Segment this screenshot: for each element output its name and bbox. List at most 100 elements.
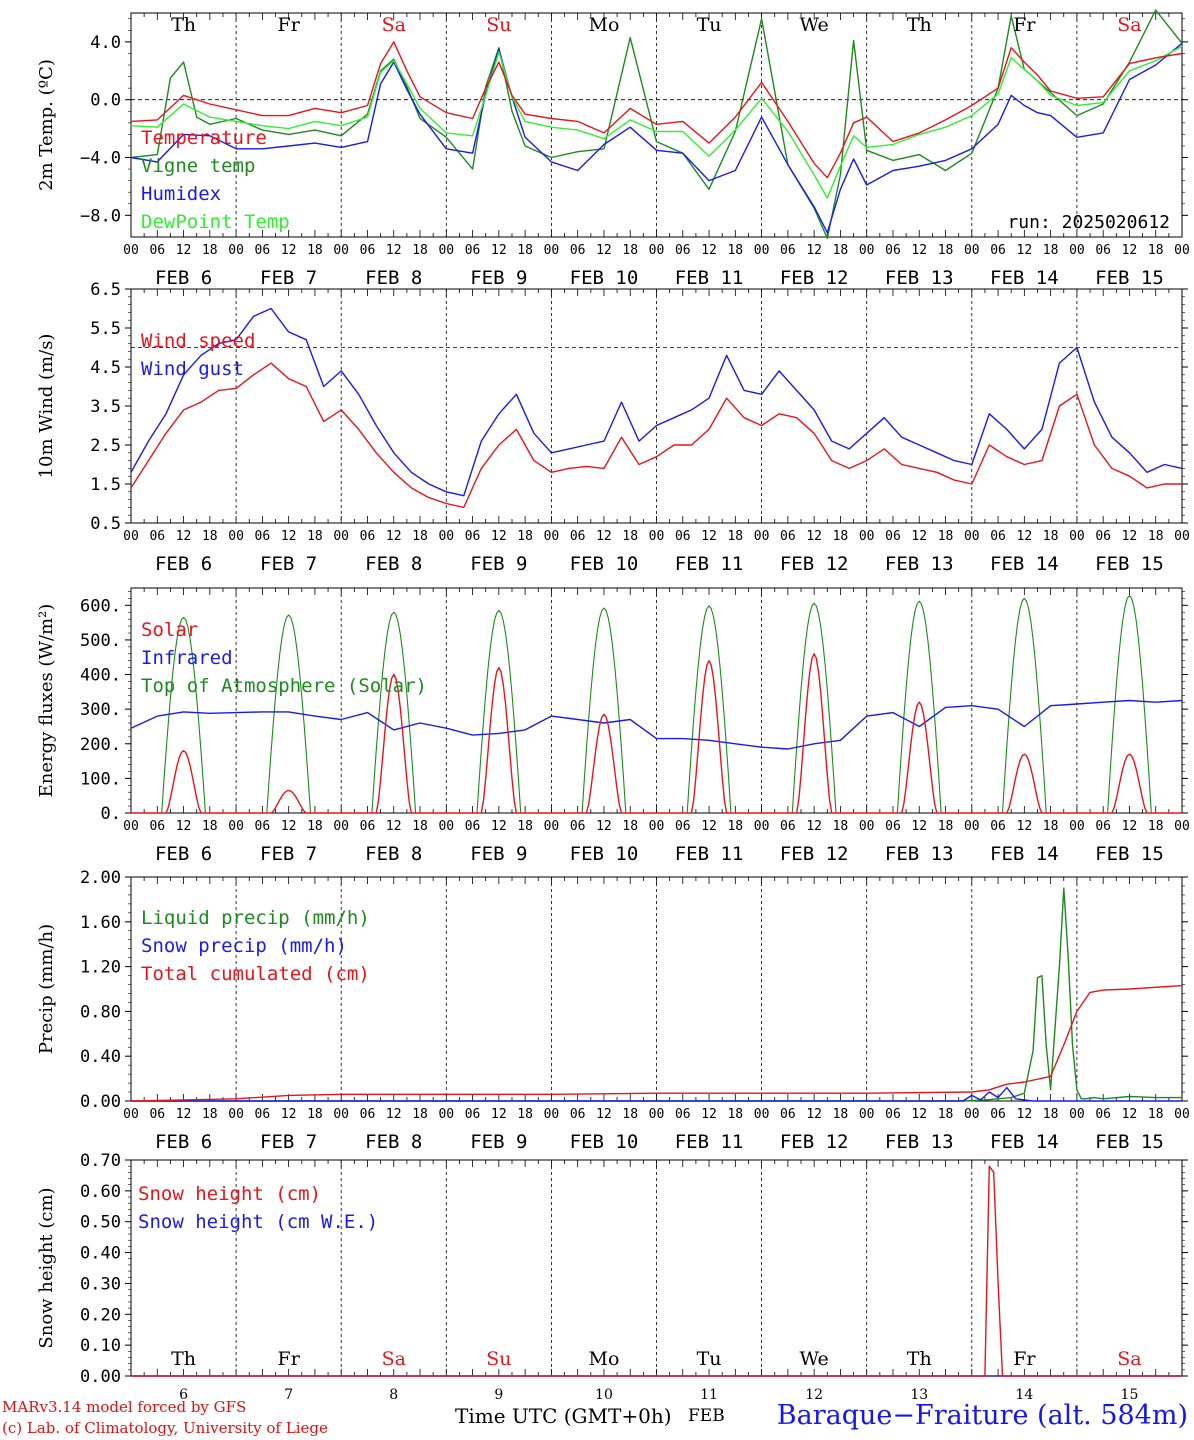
hour-tick-label: 00: [649, 243, 665, 258]
hour-tick-label: 06: [255, 1107, 271, 1122]
hour-tick-label: 12: [701, 1107, 717, 1122]
date-label: FEB 13: [885, 267, 954, 289]
hour-tick-label: 00: [964, 819, 980, 834]
hour-tick-label: 00: [333, 1107, 349, 1122]
hour-tick-label: 06: [465, 819, 481, 834]
hour-tick-label: 12: [1017, 1107, 1033, 1122]
date-label: FEB 12: [780, 267, 849, 289]
hour-tick-label: 18: [727, 243, 743, 258]
day-number-label: 14: [1015, 1387, 1033, 1403]
series-infrared: [130, 699, 1183, 750]
hour-tick-label: 06: [990, 243, 1006, 258]
hour-tick-label: 12: [386, 819, 402, 834]
hour-tick-label: 12: [806, 243, 822, 258]
y-tick-label: 1.60: [80, 913, 121, 933]
hour-tick-label: 18: [1043, 243, 1059, 258]
hour-tick-label: 00: [438, 819, 454, 834]
day-number-label: 10: [595, 1387, 613, 1403]
y-tick-label: 1.20: [80, 958, 121, 978]
legend-entry: Infrared: [141, 647, 233, 669]
day-number-label: 8: [389, 1387, 398, 1403]
day-name: Sa: [1117, 1348, 1141, 1370]
y-tick-label: 0.10: [80, 1336, 121, 1356]
date-label: FEB 11: [675, 267, 744, 289]
hour-tick-label: 12: [281, 529, 297, 544]
hour-tick-label: 12: [386, 1107, 402, 1122]
date-label: FEB 11: [675, 1131, 744, 1153]
legend-entry: Snow height (cm W.E.): [138, 1211, 378, 1233]
hour-tick-label: 12: [1017, 819, 1033, 834]
hour-tick-label: 12: [176, 243, 192, 258]
day-name: Tu: [697, 14, 722, 36]
legend-entry: Snow precip (mm/h): [141, 935, 347, 957]
date-label: FEB 14: [990, 843, 1059, 865]
y-tick-label: 1.5: [90, 475, 121, 495]
hour-tick-label: 00: [754, 243, 770, 258]
legend-entry: Humidex: [141, 183, 221, 205]
hour-tick-label: 18: [517, 529, 533, 544]
hour-tick-label: 00: [544, 243, 560, 258]
hour-tick-label: 00: [1069, 243, 1085, 258]
y-axis-label: 2m Temp. (ºC): [36, 59, 57, 191]
legend-entry: Snow height (cm): [138, 1183, 321, 1205]
hour-tick-label: 18: [1148, 1107, 1164, 1122]
hour-tick-label: 12: [911, 243, 927, 258]
hour-tick-label: 06: [570, 1107, 586, 1122]
hour-tick-label: 00: [754, 529, 770, 544]
date-label: FEB 14: [990, 267, 1059, 289]
hour-tick-label: 06: [360, 819, 376, 834]
legend-entry: Wind speed: [141, 330, 255, 352]
date-label: FEB 7: [260, 267, 317, 289]
day-name: Fr: [278, 14, 301, 36]
hour-tick-label: 12: [596, 1107, 612, 1122]
hour-tick-label: 12: [386, 529, 402, 544]
y-tick-label: 0.50: [80, 1213, 121, 1233]
hour-tick-label: 00: [1174, 529, 1190, 544]
hour-tick-label: 18: [307, 819, 323, 834]
hour-tick-label: 00: [649, 529, 665, 544]
y-tick-label: 0.00: [80, 1092, 121, 1112]
date-label: FEB 13: [885, 1131, 954, 1153]
legend-entry: Temperature: [141, 127, 267, 149]
panel-snow: 0.70 0.60 0.50 0.40 0.30 0.20 0.10 0.00 Snow hei…: [36, 1151, 1188, 1403]
hour-tick-label: 06: [675, 1107, 691, 1122]
day-name: Mo: [588, 14, 619, 36]
day-name: Fr: [1013, 14, 1036, 36]
y-tick-label: 0.40: [80, 1047, 121, 1067]
y-tick-label: 200.: [80, 735, 121, 755]
date-label: FEB 8: [365, 267, 422, 289]
hour-tick-label: 06: [360, 243, 376, 258]
day-name: Su: [486, 1348, 511, 1370]
hour-tick-label: 18: [1148, 529, 1164, 544]
hour-tick-label: 18: [622, 1107, 638, 1122]
hour-tick-label: 06: [149, 529, 165, 544]
legend-entry: DewPoint Temp: [141, 211, 290, 233]
series-snow-precip-mm-h-: [131, 1086, 1182, 1102]
hour-tick-label: 12: [1122, 243, 1138, 258]
hour-tick-label: 12: [911, 529, 927, 544]
date-label: FEB 7: [260, 1131, 317, 1153]
day-name: Mo: [588, 1348, 619, 1370]
hour-tick-label: 00: [228, 819, 244, 834]
hour-tick-label: 18: [833, 243, 849, 258]
series-dewpoint-temp: [130, 45, 1183, 199]
hour-tick-label: 18: [412, 529, 428, 544]
date-label: FEB 9: [470, 553, 527, 575]
legend-entry: Top of Atmosphere (Solar): [141, 675, 427, 697]
y-tick-label: 0.70: [80, 1151, 121, 1171]
hour-tick-label: 00: [333, 529, 349, 544]
hour-tick-label: 12: [176, 529, 192, 544]
day-number-label: 9: [494, 1387, 503, 1403]
panel-wind: 6.5 5.5 4.5 3.5 2.5 1.5 0.5 10m Wind (m/s) Wind …: [36, 280, 1190, 575]
day-name: Sa: [1117, 14, 1141, 36]
legend-entry: Total cumulated (cm): [141, 963, 370, 985]
day-name: Fr: [1013, 1348, 1036, 1370]
day-name: Fr: [278, 1348, 301, 1370]
hour-tick-label: 06: [1095, 1107, 1111, 1122]
hour-tick-label: 18: [622, 819, 638, 834]
day-number-label: 15: [1121, 1387, 1139, 1403]
hour-tick-label: 06: [780, 243, 796, 258]
y-axis-label: Precip (mm/h): [36, 924, 57, 1054]
hour-tick-label: 06: [255, 529, 271, 544]
hour-tick-label: 18: [938, 243, 954, 258]
